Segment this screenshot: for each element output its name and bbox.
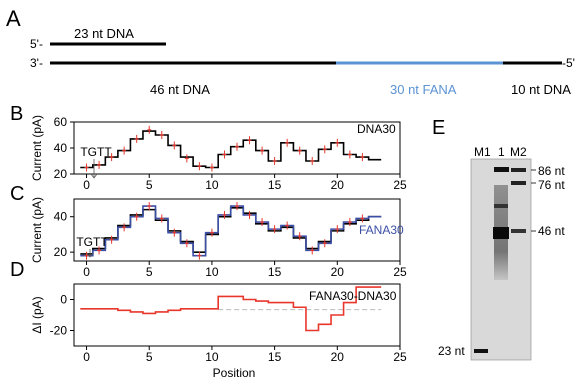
x-tick-label: 25 xyxy=(393,265,407,279)
chart-panel-b: 0 5 10 15 20 25 20 40 60 Current (pA) DNA30 TGTT xyxy=(30,115,407,192)
gel-band-m2-46 xyxy=(511,229,526,233)
right-end-label: -5' xyxy=(562,56,575,70)
plot-frame xyxy=(73,198,401,262)
series-line xyxy=(80,286,382,332)
chart-panel-d: 0 5 10 15 20 25 -20 0 ΔI (pA) Position FANA30-DNA3… xyxy=(30,283,407,380)
x-tick-label: 20 xyxy=(331,350,345,364)
y-tick-label: 60 xyxy=(54,115,68,129)
gel-image xyxy=(470,158,532,361)
gel-band-m2-76 xyxy=(511,181,526,185)
x-tick-label: 0 xyxy=(83,350,90,364)
gel-band-lane1-main xyxy=(493,227,509,239)
lane-label-m2: M2 xyxy=(510,145,527,159)
x-tick-label: 20 xyxy=(331,265,345,279)
annotation-arrowhead xyxy=(86,252,94,258)
gel-band-m1-23 xyxy=(474,349,488,353)
annotation-label: TGTT xyxy=(76,235,108,249)
plot-frame xyxy=(73,283,401,347)
panel-letter-d: D xyxy=(10,259,24,281)
y-tick-label: 20 xyxy=(54,245,68,259)
y-axis-label: ΔI (pA) xyxy=(30,296,44,333)
x-tick-label: 5 xyxy=(146,350,153,364)
x-tick-label: 0 xyxy=(83,178,90,192)
y-axis-label: Current (pA) xyxy=(30,115,44,181)
panel-letter-e: E xyxy=(432,117,445,139)
x-tick-label: 0 xyxy=(83,265,90,279)
seg1-label: 46 nt DNA xyxy=(150,82,210,97)
lane-label-m1: M1 xyxy=(474,145,491,159)
seg2-label: 30 nt FANA xyxy=(390,82,457,97)
gel-band-lane1-top xyxy=(494,167,509,172)
x-tick-label: 25 xyxy=(393,350,407,364)
lane-label-1: 1 xyxy=(498,145,505,159)
gel-band-lane1-mid xyxy=(494,204,508,208)
x-tick-label: 10 xyxy=(205,350,219,364)
x-tick-label: 20 xyxy=(331,178,345,192)
x-tick-label: 5 xyxy=(146,178,153,192)
size-label-23: 23 nt xyxy=(438,344,465,358)
x-axis-label: Position xyxy=(213,366,256,380)
seg3-label: 10 nt DNA xyxy=(511,82,571,97)
size-label-76: 76 nt xyxy=(538,178,565,192)
x-tick-label: 15 xyxy=(268,350,282,364)
y-tick-label: 40 xyxy=(54,210,68,224)
series-line xyxy=(80,130,382,169)
three-prime-label: 3'- xyxy=(30,56,43,70)
five-prime-label: 5'- xyxy=(30,37,43,51)
series-label: DNA30 xyxy=(357,122,396,136)
y-axis-label: Current (pA) xyxy=(30,197,44,263)
annotation-arrowhead xyxy=(90,173,98,179)
top-strand-label: 23 nt DNA xyxy=(74,26,134,41)
size-label-86: 86 nt xyxy=(538,164,565,178)
series-label: FANA30 xyxy=(359,223,404,237)
x-tick-label: 5 xyxy=(146,265,153,279)
x-tick-label: 15 xyxy=(268,178,282,192)
annotation-label: TGTT xyxy=(80,145,112,159)
chart-panel-c: 0 5 10 15 20 25 20 40 Current (pA) FANA30 TGTT xyxy=(30,197,407,279)
y-tick-label: 0 xyxy=(60,293,67,307)
panel-letter-b: B xyxy=(10,103,23,125)
y-tick-label: 20 xyxy=(54,167,68,181)
x-tick-label: 15 xyxy=(268,265,282,279)
panel-letter-c: C xyxy=(10,183,24,205)
size-label-46: 46 nt xyxy=(538,224,565,238)
gel-band-m2-86 xyxy=(511,168,526,172)
x-tick-label: 10 xyxy=(205,265,219,279)
y-tick-label: 40 xyxy=(54,141,68,155)
series-label: FANA30-DNA30 xyxy=(309,289,397,303)
y-tick-label: -20 xyxy=(50,324,68,338)
series-line xyxy=(80,205,382,257)
panel-letter-a: A xyxy=(6,6,21,31)
x-tick-label: 10 xyxy=(205,178,219,192)
x-tick-label: 25 xyxy=(393,178,407,192)
